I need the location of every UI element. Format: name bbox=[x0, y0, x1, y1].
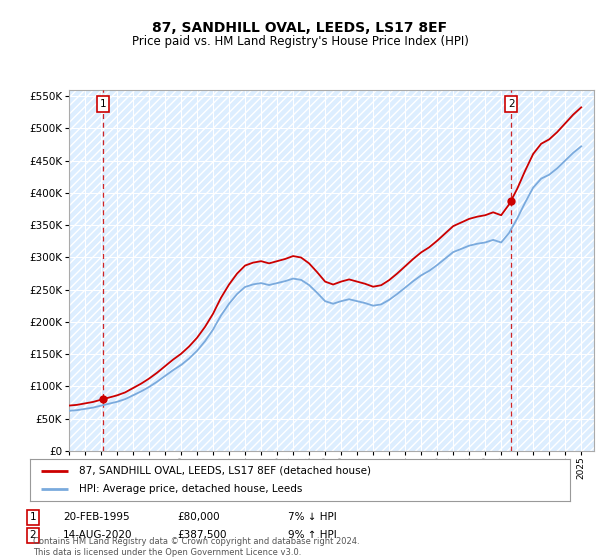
Text: Contains HM Land Registry data © Crown copyright and database right 2024.
This d: Contains HM Land Registry data © Crown c… bbox=[33, 537, 359, 557]
Text: 1: 1 bbox=[100, 99, 106, 109]
Text: 87, SANDHILL OVAL, LEEDS, LS17 8EF: 87, SANDHILL OVAL, LEEDS, LS17 8EF bbox=[152, 21, 448, 35]
Text: 9% ↑ HPI: 9% ↑ HPI bbox=[288, 530, 337, 540]
Text: £387,500: £387,500 bbox=[177, 530, 227, 540]
Text: 20-FEB-1995: 20-FEB-1995 bbox=[63, 512, 130, 522]
Text: 2: 2 bbox=[508, 99, 514, 109]
Text: 87, SANDHILL OVAL, LEEDS, LS17 8EF (detached house): 87, SANDHILL OVAL, LEEDS, LS17 8EF (deta… bbox=[79, 466, 371, 476]
Text: 1: 1 bbox=[29, 512, 37, 522]
Text: HPI: Average price, detached house, Leeds: HPI: Average price, detached house, Leed… bbox=[79, 484, 302, 494]
Text: £80,000: £80,000 bbox=[177, 512, 220, 522]
Text: 7% ↓ HPI: 7% ↓ HPI bbox=[288, 512, 337, 522]
Text: 2: 2 bbox=[29, 530, 37, 540]
Text: 14-AUG-2020: 14-AUG-2020 bbox=[63, 530, 133, 540]
Text: Price paid vs. HM Land Registry's House Price Index (HPI): Price paid vs. HM Land Registry's House … bbox=[131, 35, 469, 48]
